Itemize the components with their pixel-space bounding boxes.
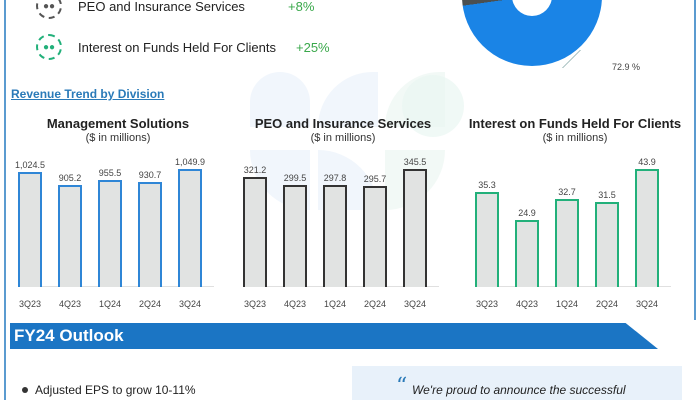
- chart-interest-funds: Interest on Funds Held For Clients ($ in…: [465, 112, 685, 317]
- division-row-peo: ●● PEO and Insurance Services +8%: [36, 0, 315, 19]
- x-tick-label: 1Q24: [98, 299, 122, 309]
- people-group-icon: ●●: [36, 0, 62, 19]
- division-row-interest: ●● Interest on Funds Held For Clients +2…: [36, 34, 330, 60]
- bar: [283, 185, 307, 287]
- x-tick-label: 4Q23: [58, 299, 82, 309]
- chart-title: Interest on Funds Held For Clients: [468, 116, 682, 131]
- division-label: PEO and Insurance Services: [78, 0, 245, 14]
- frame-border-right: [694, 0, 696, 320]
- x-axis-labels: 3Q23 4Q23 1Q24 2Q24 3Q24: [233, 299, 453, 313]
- bar: [635, 169, 659, 287]
- chart-plot-area: 321.2 299.5 297.8 295.7 345.5: [233, 157, 453, 287]
- x-tick-label: 4Q23: [283, 299, 307, 309]
- bar: [58, 185, 82, 287]
- bar: [243, 177, 267, 287]
- frame-border-left: [4, 0, 6, 400]
- quote-box: [352, 366, 682, 400]
- bar-value-label: 31.5: [598, 190, 616, 200]
- x-tick-label: 1Q24: [555, 299, 579, 309]
- bar: [555, 199, 579, 287]
- bar: [475, 192, 499, 287]
- chart-plot-area: 1,024.5 905.2 955.5 930.7 1,049.9: [8, 157, 228, 287]
- x-tick-label: 3Q23: [18, 299, 42, 309]
- x-tick-label: 1Q24: [323, 299, 347, 309]
- bar-value-label: 24.9: [518, 208, 536, 218]
- bar: [403, 169, 427, 287]
- division-growth: +25%: [296, 39, 330, 55]
- bar: [515, 220, 539, 287]
- bar-value-label: 905.2: [58, 173, 82, 183]
- bar-value-label: 930.7: [138, 170, 162, 180]
- bar: [138, 182, 162, 287]
- people-group-icon: ●●: [36, 34, 62, 60]
- watermark-circle: [402, 75, 464, 137]
- bar-value-label: 43.9: [638, 157, 656, 167]
- chart-plot-area: 35.3 24.9 32.7 31.5 43.9: [465, 157, 685, 287]
- bar: [595, 202, 619, 287]
- bar: [18, 172, 42, 287]
- x-tick-label: 2Q24: [138, 299, 162, 309]
- quote-mark-icon: “: [396, 374, 408, 399]
- bar-value-label: 955.5: [98, 168, 122, 178]
- chart-title: Management Solutions: [46, 116, 190, 131]
- x-tick-label: 3Q23: [475, 299, 499, 309]
- bar-value-label: 321.2: [243, 165, 267, 175]
- x-tick-label: 2Q24: [595, 299, 619, 309]
- chart-peo-insurance: PEO and Insurance Services ($ in million…: [233, 112, 453, 317]
- outlook-header-bar: [10, 323, 658, 349]
- bar-value-label: 32.7: [558, 187, 576, 197]
- bar-value-label: 35.3: [478, 180, 496, 190]
- chart-title: PEO and Insurance Services: [254, 116, 432, 131]
- outlook-bullet: Adjusted EPS to grow 10-11%: [22, 383, 196, 397]
- bar: [363, 186, 387, 287]
- bullet-text: Adjusted EPS to grow 10-11%: [35, 383, 196, 397]
- watermark-shape: [250, 72, 310, 127]
- chart-subtitle: ($ in millions): [85, 132, 151, 144]
- bullet-dot-icon: [22, 387, 28, 393]
- chart-management-solutions: Management Solutions ($ in millions) 1,0…: [8, 112, 228, 317]
- bar-value-label: 345.5: [403, 157, 427, 167]
- donut-percent-label: 72.9 %: [612, 62, 641, 72]
- outlook-title: FY24 Outlook: [14, 326, 124, 345]
- chart-subtitle: ($ in millions): [542, 132, 608, 144]
- bar-value-label: 295.7: [363, 174, 387, 184]
- division-growth: +8%: [288, 0, 315, 14]
- bar-value-label: 1,049.9: [174, 157, 206, 167]
- bar-value-label: 299.5: [283, 173, 307, 183]
- division-label: Interest on Funds Held For Clients: [78, 39, 276, 55]
- bar: [98, 180, 122, 287]
- x-tick-label: 3Q24: [403, 299, 427, 309]
- bar: [323, 185, 347, 287]
- revenue-trend-link[interactable]: Revenue Trend by Division: [11, 87, 165, 101]
- x-tick-label: 3Q24: [178, 299, 202, 309]
- bar: [178, 169, 202, 287]
- x-tick-label: 2Q24: [363, 299, 387, 309]
- x-tick-label: 4Q23: [515, 299, 539, 309]
- bar-value-label: 1,024.5: [14, 160, 46, 170]
- quote-text: We're proud to announce the successful: [412, 383, 626, 397]
- x-tick-label: 3Q24: [635, 299, 659, 309]
- x-tick-label: 3Q23: [243, 299, 267, 309]
- bar-value-label: 297.8: [323, 173, 347, 183]
- x-axis-labels: 3Q23 4Q23 1Q24 2Q24 3Q24: [8, 299, 228, 313]
- x-axis-labels: 3Q23 4Q23 1Q24 2Q24 3Q24: [465, 299, 685, 313]
- chart-subtitle: ($ in millions): [310, 132, 376, 144]
